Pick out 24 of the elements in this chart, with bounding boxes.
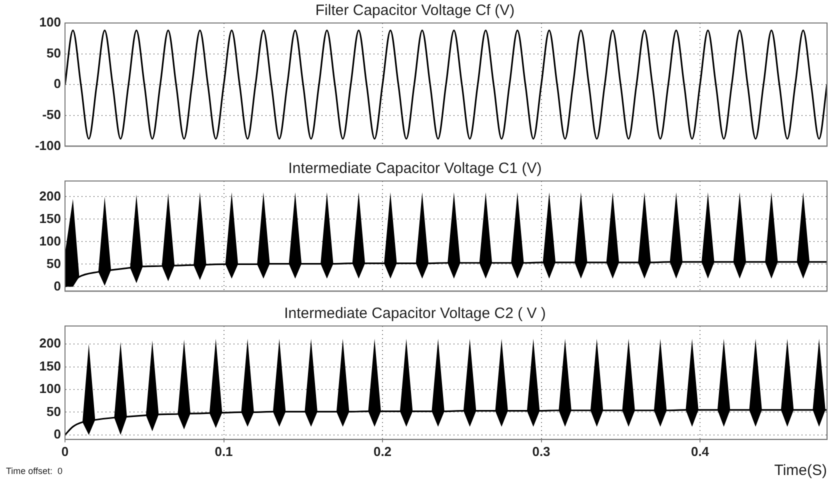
- y-tick-label: 200: [39, 336, 61, 351]
- y-tick-label: 50: [46, 256, 61, 271]
- y-tick-label: 0: [54, 426, 61, 442]
- y-tick-label: 50: [46, 45, 61, 60]
- x-tick-label: 0.1: [214, 444, 233, 459]
- chart-title: Intermediate Capacitor Voltage C2 ( V ): [284, 305, 546, 322]
- y-tick-label: 100: [39, 381, 61, 396]
- y-tick-label: 100: [39, 14, 61, 30]
- y-tick-label: 200: [39, 188, 61, 204]
- chart-title: Intermediate Capacitor Voltage C1 (V): [288, 160, 542, 178]
- y-tick-label: -100: [34, 138, 61, 153]
- x-tick-label: 0.2: [373, 444, 392, 459]
- x-axis-title: Time(S): [774, 462, 827, 480]
- y-tick-label: 150: [39, 210, 61, 226]
- x-tick-label: 0.3: [532, 444, 550, 459]
- y-tick-label: 50: [46, 404, 61, 419]
- y-tick-label: -50: [42, 106, 61, 122]
- text: Time offset: 0: [6, 466, 63, 476]
- y-tick-label: 0: [54, 76, 61, 92]
- x-tick-label: 0.4: [690, 444, 710, 459]
- y-tick-label: 100: [39, 233, 61, 248]
- y-tick-label: 0: [54, 278, 61, 294]
- chart-title: Filter Capacitor Voltage Cf (V): [315, 2, 515, 20]
- y-tick-label: 150: [39, 358, 61, 374]
